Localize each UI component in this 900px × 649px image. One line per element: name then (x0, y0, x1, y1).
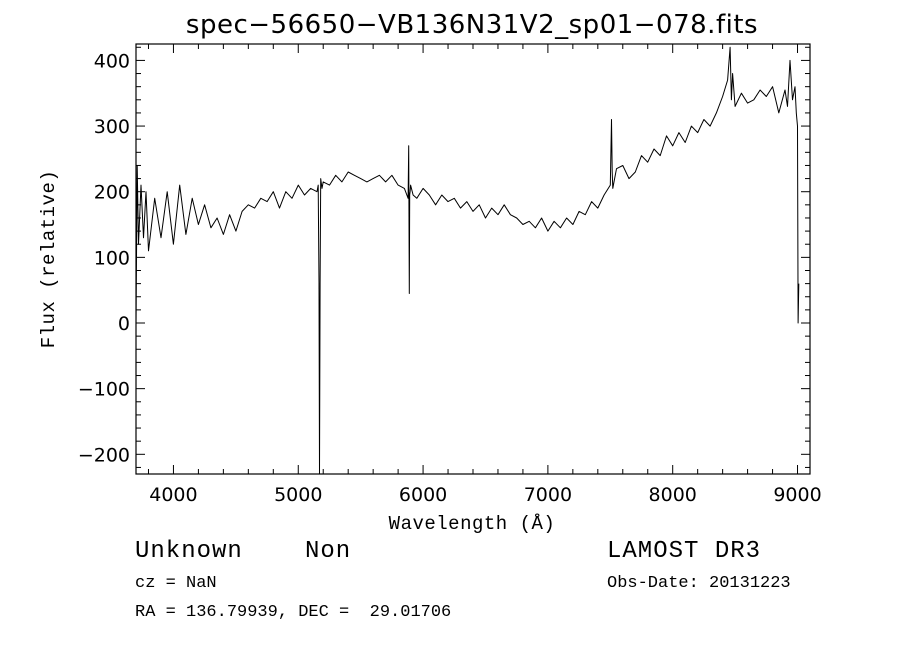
x-tick-label: 6000 (399, 484, 447, 506)
y-tick-label: 100 (94, 247, 130, 269)
x-axis-ticks: 4000 5000 6000 7000 8000 9000 (147, 44, 822, 506)
y-tick-label: 400 (94, 50, 130, 72)
y-tick-label: 200 (94, 182, 130, 204)
y-tick-label: 300 (94, 116, 130, 138)
y-axis-ticks: 400 300 200 100 0 −100 −200 (78, 46, 810, 468)
x-tick-label: 5000 (274, 484, 322, 506)
x-axis-label: Wavelength (Å) (389, 513, 556, 535)
cz-readout: cz = NaN (135, 574, 217, 593)
chart-title: spec−56650−VB136N31V2_sp01−078.fits (186, 10, 758, 40)
y-tick-label: 0 (118, 313, 130, 335)
coordinates-readout: RA = 136.79939, DEC = 29.01706 (135, 603, 452, 622)
survey-label: LAMOST DR3 (607, 538, 762, 565)
y-axis-label: Flux (relative) (38, 170, 60, 349)
x-tick-label: 9000 (773, 484, 821, 506)
x-tick-label: 4000 (149, 484, 197, 506)
x-tick-label: 8000 (649, 484, 697, 506)
obs-date: Obs-Date: 20131223 (607, 574, 791, 593)
object-class: Unknown (135, 538, 243, 565)
y-tick-label: −100 (78, 379, 130, 401)
series-layer (135, 46, 800, 475)
x-tick-label: 7000 (524, 484, 572, 506)
plot-frame (135, 43, 811, 475)
spectrum-line (135, 46, 800, 475)
object-subclass: Non (305, 538, 352, 565)
y-tick-label: −200 (78, 444, 130, 466)
